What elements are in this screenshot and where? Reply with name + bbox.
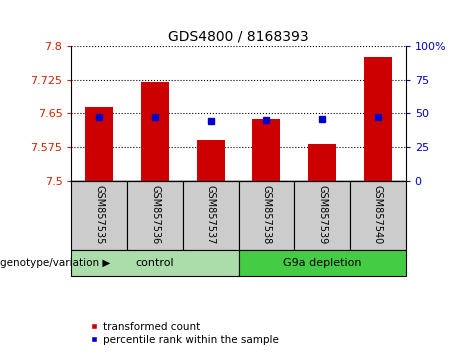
Bar — [364, 57, 392, 181]
Bar — [183, 181, 238, 250]
Bar — [141, 82, 169, 181]
Text: control: control — [136, 258, 174, 268]
Bar — [127, 181, 183, 250]
Text: GSM857539: GSM857539 — [317, 185, 327, 245]
Bar — [197, 140, 225, 181]
Bar — [71, 181, 127, 250]
Bar — [350, 181, 406, 250]
Text: GSM857540: GSM857540 — [373, 185, 383, 245]
Bar — [294, 181, 350, 250]
Bar — [85, 107, 113, 181]
Text: genotype/variation ▶: genotype/variation ▶ — [0, 258, 110, 268]
Bar — [71, 250, 239, 276]
Bar — [308, 144, 336, 181]
Text: GSM857537: GSM857537 — [206, 185, 216, 245]
Title: GDS4800 / 8168393: GDS4800 / 8168393 — [168, 29, 309, 44]
Text: GSM857535: GSM857535 — [95, 185, 104, 245]
Bar — [238, 181, 294, 250]
Bar — [238, 250, 406, 276]
Text: G9a depletion: G9a depletion — [283, 258, 361, 268]
Text: GSM857538: GSM857538 — [261, 185, 272, 245]
Text: GSM857536: GSM857536 — [150, 185, 160, 245]
Legend: transformed count, percentile rank within the sample: transformed count, percentile rank withi… — [86, 317, 283, 349]
Bar — [253, 119, 280, 181]
